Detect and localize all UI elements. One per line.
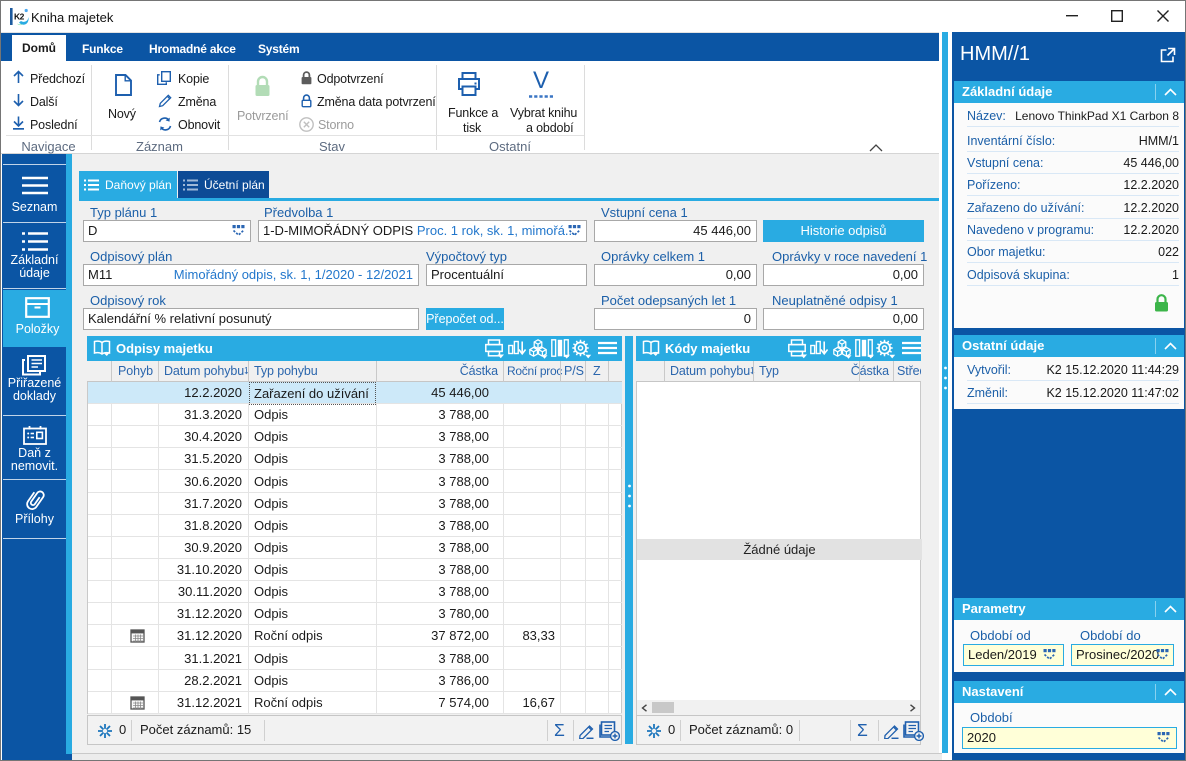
- svg-text:K2: K2: [14, 12, 25, 22]
